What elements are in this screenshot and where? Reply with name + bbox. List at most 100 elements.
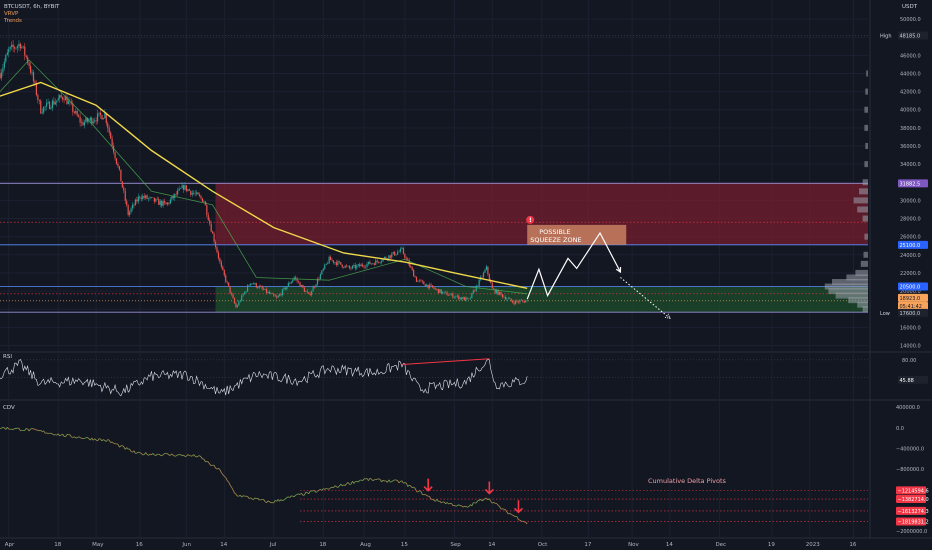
candle-body — [108, 128, 110, 133]
candle-body — [417, 280, 419, 282]
candle-body — [72, 103, 74, 112]
candle-body — [289, 283, 291, 284]
cvd-segment — [52, 433, 55, 436]
cvd-segment — [232, 489, 235, 494]
candle-body — [468, 298, 470, 299]
rsi-divergence-line — [401, 358, 490, 366]
cvd-segment — [516, 516, 519, 520]
cvd-segment — [186, 454, 189, 457]
cvd-segment — [251, 498, 254, 501]
candle-body — [300, 285, 303, 287]
cvd-pivot-badge-bg — [896, 506, 926, 515]
cvd-segment — [162, 453, 165, 456]
cvd-segment — [248, 497, 251, 499]
cvd-segment — [289, 495, 292, 498]
candle-body — [519, 300, 521, 303]
candle-body — [418, 280, 421, 281]
cvd-segment — [254, 497, 257, 499]
candle-body — [94, 120, 96, 122]
candle-body — [485, 266, 488, 271]
indicator-vrvp[interactable]: VRVP — [4, 11, 19, 17]
chart-legend[interactable]: BTCUSDT, 6h, BYBIT VRVP Trends — [4, 4, 59, 25]
indicator-trends[interactable]: Trends — [4, 18, 22, 24]
candle-body — [488, 274, 490, 281]
candle-body — [246, 285, 249, 292]
cvd-segment — [365, 478, 368, 480]
candle-body — [105, 113, 107, 124]
cvd-segment — [462, 506, 465, 508]
volume-profile-bar — [848, 297, 868, 304]
candle-body — [79, 116, 81, 123]
cvd-segment — [404, 482, 407, 484]
cvd-segment — [305, 491, 308, 493]
cvd-segment — [211, 464, 213, 467]
candle-body — [327, 263, 329, 265]
price-tick-label: 42000.0 — [900, 90, 921, 96]
cvd-segment — [40, 430, 43, 433]
cvd-segment — [350, 481, 353, 485]
candle-body — [229, 286, 231, 294]
cvd-tick-label: −400000.0 — [896, 446, 924, 452]
candle-body — [331, 260, 333, 261]
symbol-title[interactable]: BTCUSDT, 6h, BYBIT — [4, 4, 60, 10]
cvd-segment — [213, 465, 216, 469]
cvd-segment — [369, 477, 372, 480]
candle-body — [337, 261, 339, 265]
candle-body — [427, 284, 429, 289]
candle-body — [216, 247, 218, 253]
candle-body — [504, 296, 506, 300]
candle-body — [305, 291, 307, 292]
cvd-segment — [288, 496, 290, 498]
time-axis-label: 14 — [220, 542, 227, 548]
candle-body — [149, 197, 151, 199]
candle-body — [273, 293, 275, 296]
candle-body — [156, 198, 158, 200]
candle-body — [50, 108, 52, 109]
candle-body — [34, 81, 36, 84]
candle-body — [136, 199, 138, 202]
squeeze-zone-box[interactable] — [527, 224, 627, 245]
cvd-segment — [103, 439, 106, 441]
candle-body — [353, 265, 355, 266]
projection-path[interactable] — [526, 231, 621, 300]
cvd-segment — [235, 494, 238, 497]
cvd-segment — [257, 498, 260, 501]
cvd-segment — [409, 484, 411, 487]
candle-body — [18, 43, 20, 47]
candle-body — [481, 277, 483, 278]
candle-body — [475, 285, 477, 292]
projection-drawing[interactable] — [526, 224, 671, 319]
candle-body — [496, 289, 498, 294]
cvd-segment — [241, 495, 244, 498]
cvd-segment — [154, 454, 157, 456]
candle-body — [40, 100, 42, 114]
candle-body — [388, 255, 390, 260]
cvd-segment — [79, 437, 82, 439]
cvd-segment — [524, 521, 526, 523]
level-badge-bg — [898, 179, 928, 188]
cvd-segment — [12, 428, 15, 430]
candle-body — [415, 277, 418, 282]
candle-body — [525, 300, 527, 303]
candle-body — [404, 253, 406, 259]
projection-dotted-path — [620, 277, 671, 319]
cvd-segment — [393, 479, 395, 481]
cvd-segment — [426, 495, 429, 497]
price-tick-label: 28000.0 — [900, 217, 921, 223]
candle-body — [398, 251, 400, 253]
candle-body — [501, 294, 504, 298]
candle-body — [127, 205, 129, 215]
candle-body — [152, 197, 154, 198]
candle-body — [67, 101, 70, 105]
candle-body — [8, 48, 10, 53]
cvd-segment — [388, 479, 391, 483]
candle-body — [302, 285, 304, 288]
candle-body — [32, 72, 35, 82]
candle-body — [469, 298, 472, 299]
candle-body — [283, 287, 285, 290]
cvd-segment — [328, 487, 331, 490]
candle-body — [295, 277, 297, 279]
cvd-segment — [378, 478, 381, 480]
